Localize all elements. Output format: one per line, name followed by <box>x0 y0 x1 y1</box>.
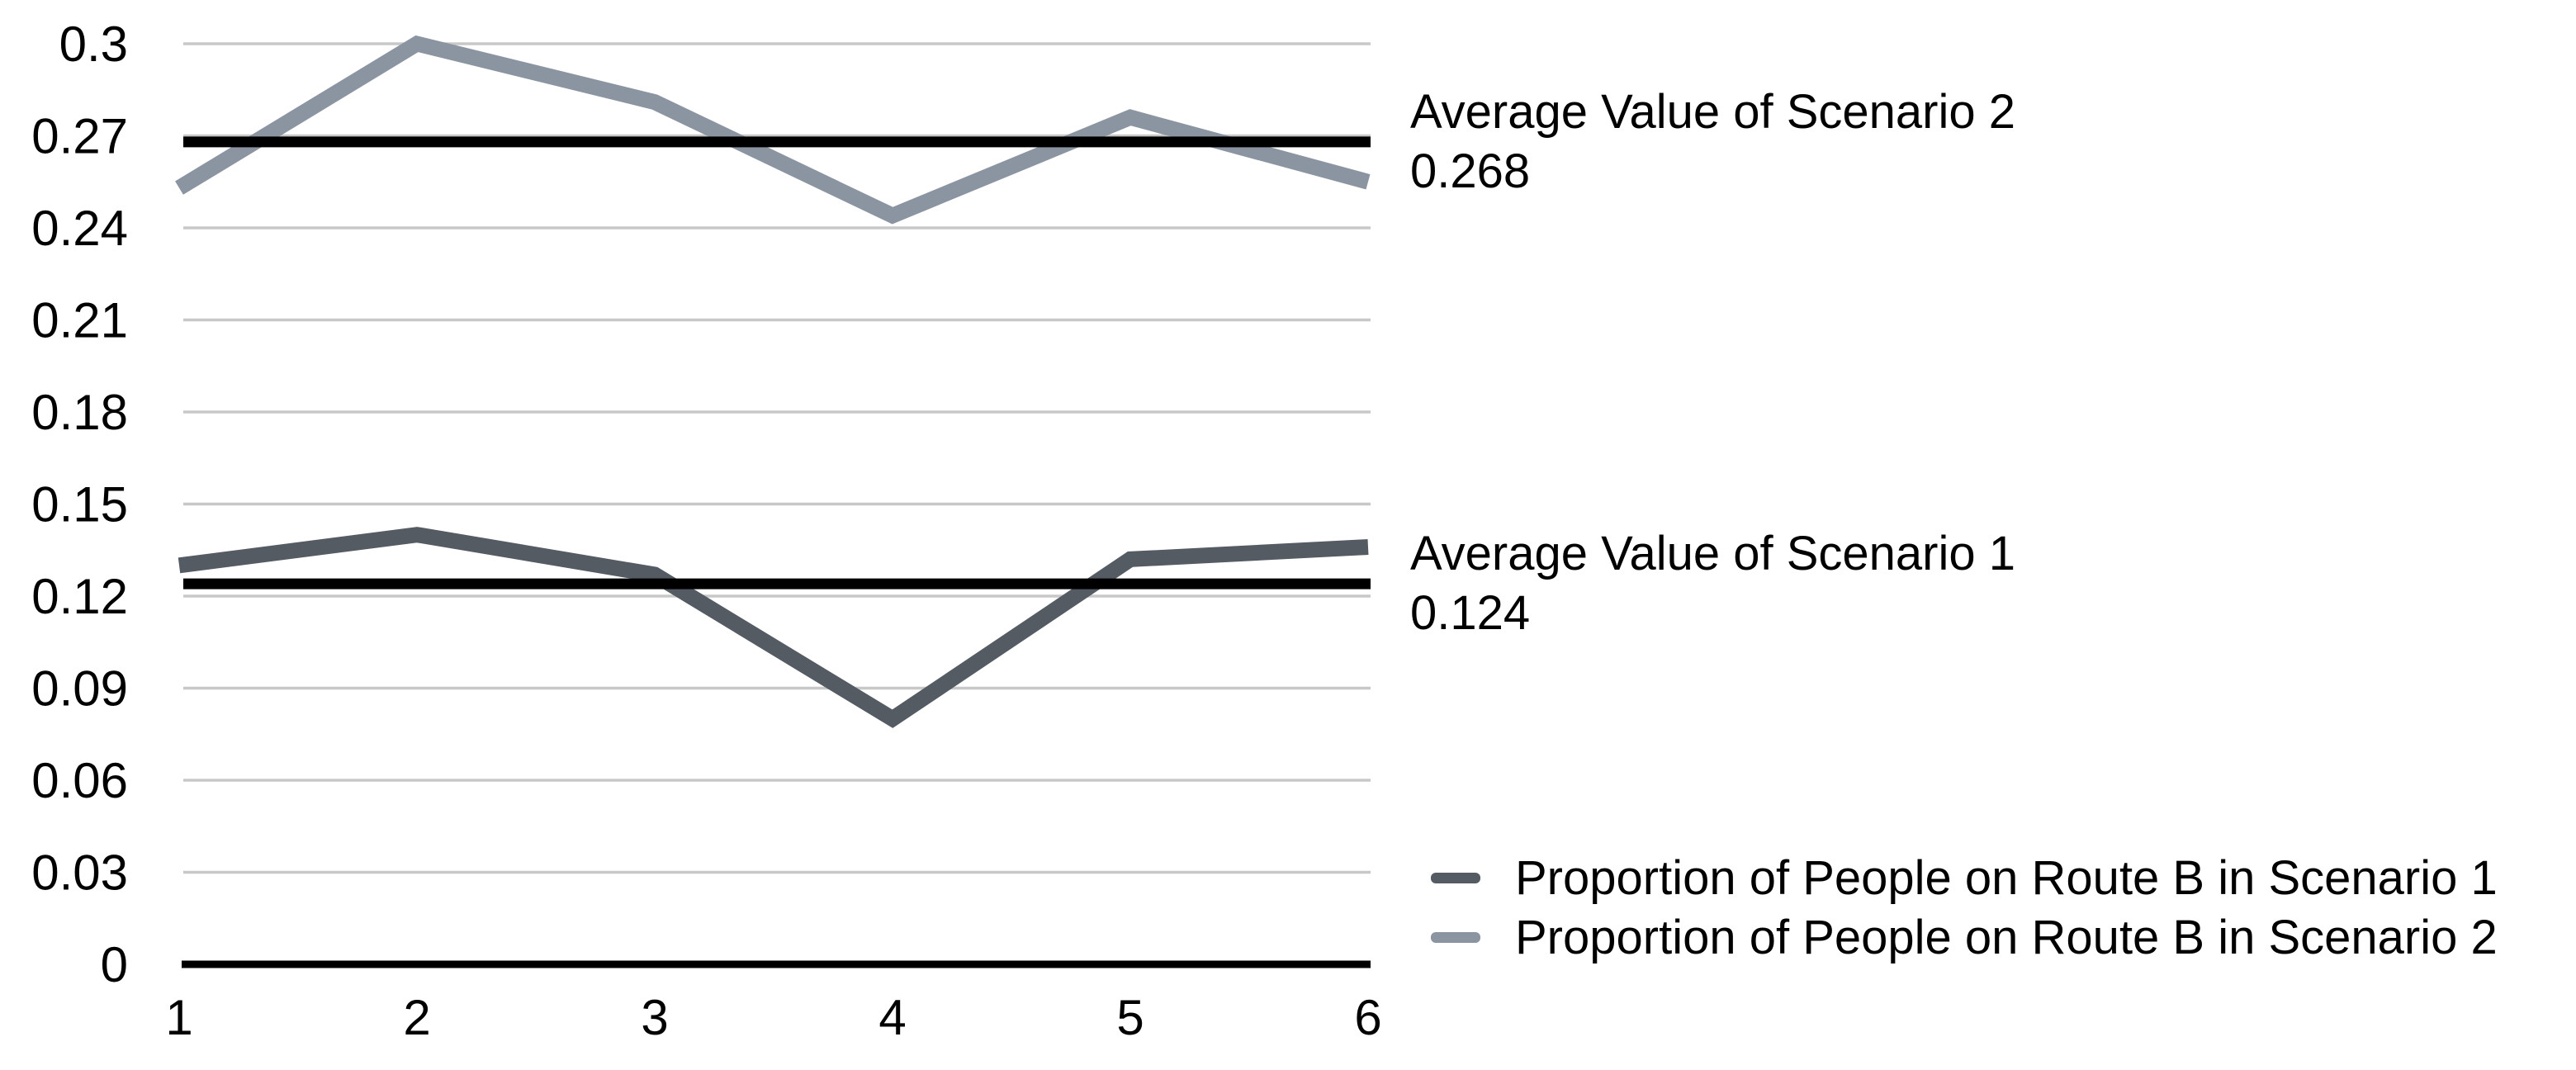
legend-item-scenario-1: Proportion of People on Route B in Scena… <box>1431 848 2498 907</box>
x-axis-tick-label: 3 <box>641 990 668 1045</box>
legend-label-scenario-1: Proportion of People on Route B in Scena… <box>1515 850 2498 905</box>
average-annotation-scenario-1-label: Average Value of Scenario 1 <box>1410 527 2016 581</box>
legend-swatch-scenario-1-icon <box>1431 872 1480 883</box>
y-axis-tick-label: 0.24 <box>31 201 128 256</box>
legend-label-scenario-2: Proportion of People on Route B in Scena… <box>1515 910 2498 964</box>
x-axis-tick-label: 2 <box>403 990 430 1045</box>
average-annotation-scenario-2-label: Average Value of Scenario 2 <box>1410 84 2016 139</box>
y-axis-tick-label: 0.09 <box>31 661 128 717</box>
average-annotation-scenario-1-value: 0.124 <box>1410 586 1531 641</box>
average-annotation-scenario-2-value: 0.268 <box>1410 144 1531 198</box>
y-axis-tick-label: 0.3 <box>59 17 128 72</box>
y-axis-tick-label: 0.15 <box>31 477 128 533</box>
series-line-scenario-1 <box>178 527 1369 728</box>
y-axis-tick-label: 0 <box>101 937 128 992</box>
series-line-scenario-2 <box>175 35 1371 225</box>
y-axis-tick-label: 0.06 <box>31 753 128 808</box>
legend-swatch-scenario-2-icon <box>1431 931 1480 943</box>
y-axis-tick-label: 0.12 <box>31 569 128 624</box>
x-axis-tick-label: 5 <box>1116 990 1144 1045</box>
legend: Proportion of People on Route B in Scena… <box>1431 848 2498 967</box>
average-annotation-scenario-2: Average Value of Scenario 2 0.268 <box>1410 83 2015 201</box>
x-axis-tick-label: 4 <box>878 990 906 1045</box>
y-axis-tick-label: 0.27 <box>31 109 128 164</box>
average-annotation-scenario-1: Average Value of Scenario 1 0.124 <box>1410 524 2015 643</box>
y-axis-tick-label: 0.03 <box>31 845 128 901</box>
x-axis-tick-label: 1 <box>165 990 192 1045</box>
y-axis-tick-label: 0.18 <box>31 385 128 440</box>
y-axis-tick-label: 0.21 <box>31 293 128 348</box>
legend-item-scenario-2: Proportion of People on Route B in Scena… <box>1431 907 2498 967</box>
x-axis-tick-label: 6 <box>1354 990 1381 1045</box>
